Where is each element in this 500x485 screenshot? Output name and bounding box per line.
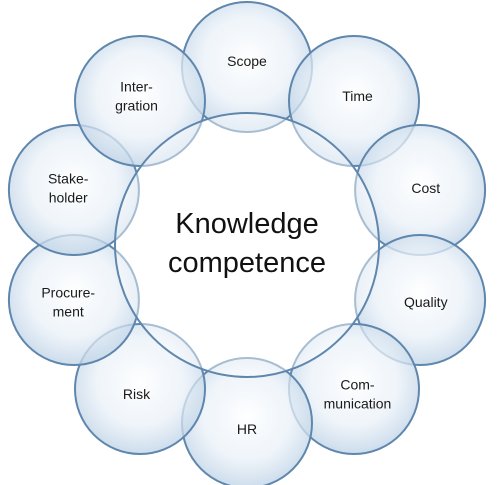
label-scope-line-1: Scope xyxy=(227,53,267,69)
label-communication-line-1: Com- xyxy=(340,376,375,392)
label-risk-line-1: Risk xyxy=(123,386,151,402)
label-stakeholder-line-1: Stake- xyxy=(48,171,89,187)
center-label-group: Knowledge competence xyxy=(168,208,326,279)
circles-layer xyxy=(7,1,487,485)
circle-integration xyxy=(74,35,206,167)
label-stakeholder-line-2: holder xyxy=(49,190,88,206)
label-communication-line-2: munication xyxy=(324,395,392,411)
center-label-line-1: Knowledge xyxy=(175,208,319,240)
label-integration-line-2: gration xyxy=(115,98,158,114)
label-integration-line-1: Inter- xyxy=(120,79,153,95)
label-procurement-line-1: Procure- xyxy=(41,284,95,300)
label-cost-line-1: Cost xyxy=(411,180,440,196)
center-label-line-2: competence xyxy=(168,247,326,279)
center-circle xyxy=(114,112,380,378)
label-procurement-line-2: ment xyxy=(53,303,84,319)
labels-layer: Scope Time Cost Quality Com-munication HR Risk… xyxy=(41,53,447,437)
label-hr-line-1: HR xyxy=(237,421,257,437)
label-quality-line-1: Quality xyxy=(404,294,448,310)
label-time-line-1: Time xyxy=(342,88,373,104)
